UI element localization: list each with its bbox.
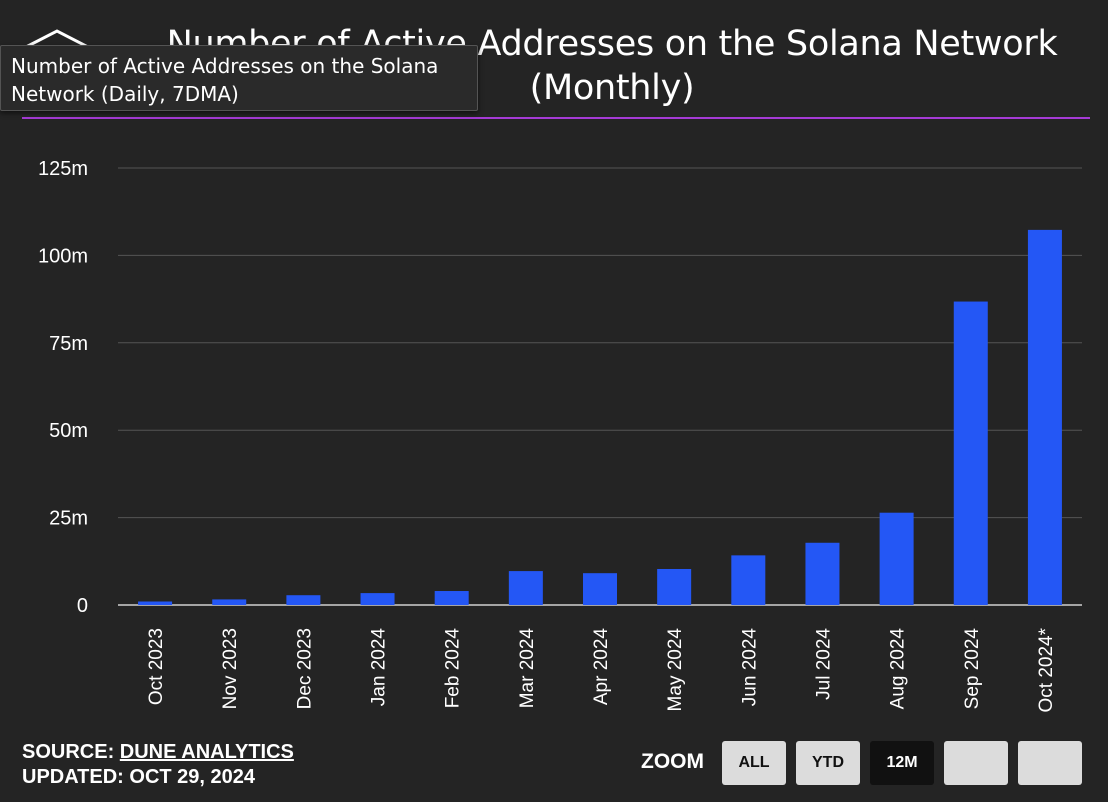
source-prefix: SOURCE: [22,741,120,763]
bar[interactable] [508,571,543,605]
chart-title-line2: (Monthly) [529,68,695,108]
source-line: SOURCE: DUNE ANALYTICS [22,740,294,765]
bar[interactable] [953,301,988,605]
y-tick-label: 75m [49,333,88,355]
source-link[interactable]: DUNE ANALYTICS [119,741,294,763]
x-tick-label: Oct 2023 [146,628,167,705]
y-tick-label: 0 [77,595,88,617]
bar[interactable] [434,591,469,605]
x-tick-label: Jun 2024 [739,628,760,707]
tooltip-line2: Network (Daily, 7DMA) [11,82,239,106]
zoom-12m-button[interactable]: 12M [870,741,934,785]
bar[interactable] [805,542,840,605]
title-tooltip: Number of Active Addresses on the Solana… [0,45,478,111]
zoom-option-5-button[interactable] [1018,741,1082,785]
y-axis-ticks: 0 25m 50m 75m 100m 125m [38,158,88,617]
bar[interactable] [1027,229,1062,605]
x-tick-label: Apr 2024 [591,628,612,706]
zoom-ytd-button[interactable]: YTD [796,741,860,785]
bar[interactable] [360,593,395,605]
updated-date: UPDATED: OCT 29, 2024 [22,766,256,788]
gridlines [118,167,1082,606]
bar[interactable] [138,601,173,605]
zoom-label: ZOOM [641,750,704,773]
x-tick-label: Sep 2024 [962,628,983,710]
x-tick-label: May 2024 [665,628,686,712]
y-tick-label: 50m [49,420,88,442]
bar[interactable] [879,512,914,605]
zoom-all-button[interactable]: ALL [722,741,786,785]
y-tick-label: 25m [49,508,88,530]
x-tick-label: Jul 2024 [813,628,834,700]
x-tick-label: Aug 2024 [888,628,909,710]
bar[interactable] [731,555,766,605]
tooltip-line1: Number of Active Addresses on the Solana [11,54,439,78]
x-tick-label: Mar 2024 [517,628,538,709]
y-tick-label: 125m [38,158,88,180]
y-tick-label: 100m [38,245,88,267]
x-tick-label: Oct 2024* [1036,627,1057,712]
x-axis-ticks: Oct 2023 Nov 2023 Dec 2023 Jan 2024 Feb 2024… [146,627,1057,712]
bar[interactable] [212,599,247,605]
bar[interactable] [286,595,321,605]
bar[interactable] [583,573,617,605]
bar[interactable] [657,568,692,605]
x-tick-label: Nov 2023 [220,628,241,709]
footer-source: SOURCE: DUNE ANALYTICS UPDATED: OCT 29, … [22,740,294,790]
bars [138,229,1062,605]
title-divider [22,117,1090,119]
x-tick-label: Feb 2024 [443,628,464,709]
zoom-option-4-button[interactable] [944,741,1008,785]
x-tick-label: Dec 2023 [294,628,315,709]
x-tick-label: Jan 2024 [369,628,390,707]
